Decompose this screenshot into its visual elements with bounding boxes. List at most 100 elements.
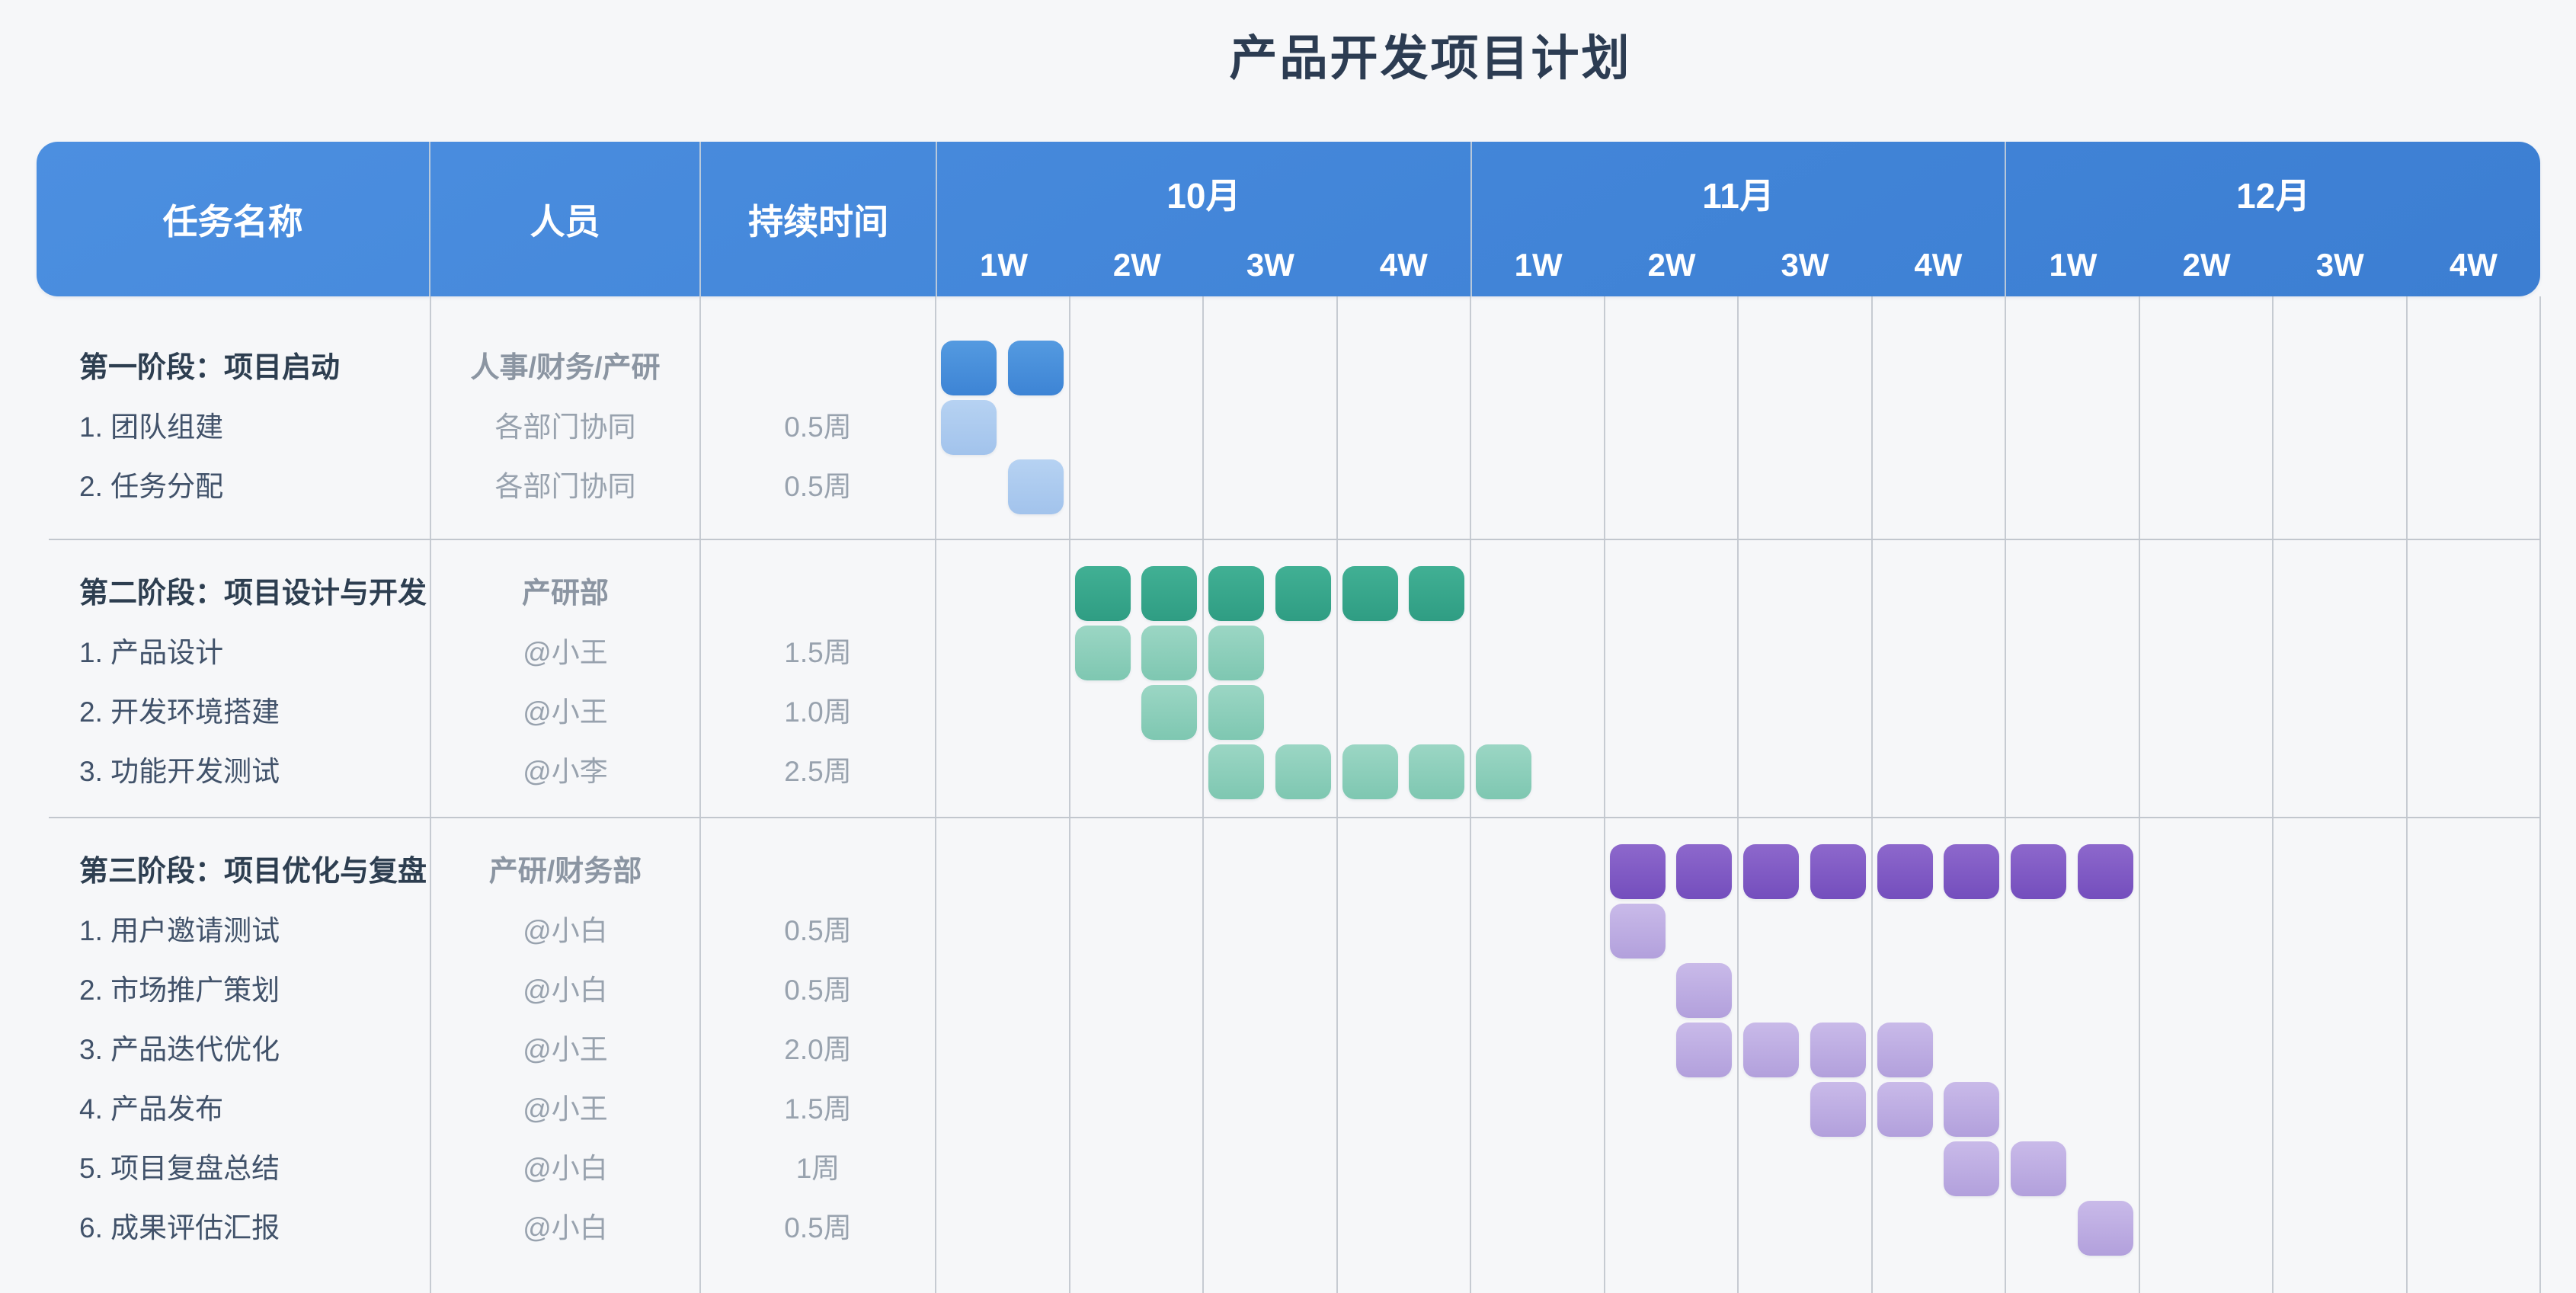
gantt-bar-segment[interactable] <box>1275 566 1331 621</box>
task-name: 4. 产品发布 <box>79 1093 224 1125</box>
duration-cell: 0.5周 <box>784 915 852 946</box>
week-row: 1W 2W 3W 4W <box>1472 233 2005 296</box>
task-name: 1. 团队组建 <box>79 411 224 443</box>
col-header-people-label: 人员 <box>530 201 600 242</box>
task-row: 6. 成果评估汇报 @小白 0.5周 <box>37 1199 2540 1258</box>
gantt-bar-segment[interactable] <box>1208 685 1264 740</box>
duration-cell: 1.5周 <box>784 637 852 668</box>
people-cell: 产研部 <box>521 578 609 610</box>
people-cell: @小王 <box>523 696 608 728</box>
col-header-people: 人员 <box>430 142 702 296</box>
gridline-vertical <box>1202 296 1204 1293</box>
gantt-bar-segment[interactable] <box>1610 844 1666 899</box>
duration-cell: 1周 <box>795 1153 840 1184</box>
gridline-vertical <box>1737 296 1739 1293</box>
gantt-bar-segment[interactable] <box>2078 844 2133 899</box>
gantt-bar-segment[interactable] <box>941 400 997 455</box>
people-cell: 各部门协同 <box>494 411 636 443</box>
gantt-bar-segment[interactable] <box>1008 341 1064 395</box>
gantt-bar-segment[interactable] <box>1676 963 1732 1018</box>
task-name: 3. 功能开发测试 <box>79 756 280 787</box>
people-cell: @小白 <box>523 915 608 946</box>
task-row: 2. 开发环境搭建 @小王 1.0周 <box>37 683 2540 742</box>
month-label: 11月 <box>1702 176 1774 216</box>
week-label: 2W <box>1647 246 1696 283</box>
gantt-bar-segment[interactable] <box>1409 566 1464 621</box>
week-label: 2W <box>1112 246 1161 283</box>
task-row: 1. 产品设计 @小王 1.5周 <box>37 623 2540 683</box>
gantt-bar-segment[interactable] <box>1409 744 1464 799</box>
gantt-bar-segment[interactable] <box>1676 1023 1732 1077</box>
gridline-vertical <box>2539 296 2541 1293</box>
gantt-bar-segment[interactable] <box>1944 1082 1999 1137</box>
week-label: 4W <box>1914 246 1963 283</box>
gridline-vertical <box>1336 296 1338 1293</box>
people-cell: @小王 <box>523 1034 608 1065</box>
gantt-bar-segment[interactable] <box>1877 1023 1933 1077</box>
duration-cell <box>700 338 936 398</box>
gantt-bar-segment[interactable] <box>1810 1023 1866 1077</box>
phase-row: 第二阶段：项目设计与开发 产研部 <box>37 564 2540 623</box>
week-label: 3W <box>2315 246 2364 283</box>
task-name: 2. 任务分配 <box>79 471 224 502</box>
gantt-bar-segment[interactable] <box>1075 566 1131 621</box>
gantt-bar-segment[interactable] <box>1141 685 1197 740</box>
task-row: 4. 产品发布 @小王 1.5周 <box>37 1080 2540 1139</box>
gantt-bar-segment[interactable] <box>2011 844 2066 899</box>
gantt-bar-segment[interactable] <box>1610 904 1666 959</box>
gantt-bar-segment[interactable] <box>1877 1082 1933 1137</box>
week-label: 1W <box>2049 246 2098 283</box>
week-label: 1W <box>980 246 1028 283</box>
gantt-bar-segment[interactable] <box>1141 626 1197 680</box>
gantt-bar-segment[interactable] <box>1810 844 1866 899</box>
gantt-bar-segment[interactable] <box>1208 626 1264 680</box>
month-label: 10月 <box>1166 176 1241 216</box>
phase-divider <box>49 817 2540 818</box>
duration-cell: 0.5周 <box>784 1212 852 1243</box>
gantt-bar-segment[interactable] <box>1944 1141 1999 1196</box>
phase-name: 第二阶段：项目设计与开发 <box>79 578 427 610</box>
week-label: 1W <box>1514 246 1563 283</box>
col-header-task-label: 任务名称 <box>162 201 303 242</box>
phase-name: 第三阶段：项目优化与复盘 <box>79 856 427 888</box>
gantt-bar-segment[interactable] <box>1810 1082 1866 1137</box>
table-body: 第一阶段：项目启动 人事/财务/产研 1. 团队组建 各部门协同 0.5周 2. 任务分配… <box>37 296 2541 1293</box>
task-name: 2. 开发环境搭建 <box>79 696 280 728</box>
gantt-bar-segment[interactable] <box>1743 1023 1799 1077</box>
gantt-bar-segment[interactable] <box>2011 1141 2066 1196</box>
duration-cell <box>700 842 936 901</box>
gantt-bar-segment[interactable] <box>1476 744 1531 799</box>
duration-cell: 2.0周 <box>784 1034 852 1065</box>
task-name: 6. 成果评估汇报 <box>79 1212 280 1243</box>
task-name: 1. 用户邀请测试 <box>79 915 280 946</box>
task-row: 1. 用户邀请测试 @小白 0.5周 <box>37 901 2540 961</box>
gantt-bar-segment[interactable] <box>1208 744 1264 799</box>
gridline-vertical <box>2272 296 2274 1293</box>
gantt-bar-segment[interactable] <box>1141 566 1197 621</box>
people-cell: @小王 <box>523 1093 608 1125</box>
week-label: 4W <box>2449 246 2498 283</box>
gantt-bar-segment[interactable] <box>1342 744 1398 799</box>
gantt-bar-segment[interactable] <box>1877 844 1933 899</box>
gantt-bar-segment[interactable] <box>2078 1201 2133 1256</box>
gantt-bar-segment[interactable] <box>1944 844 1999 899</box>
gantt-bar-segment[interactable] <box>1743 844 1799 899</box>
week-row: 1W 2W 3W 4W <box>2006 233 2540 296</box>
gantt-bar-segment[interactable] <box>1275 744 1331 799</box>
col-header-duration-label: 持续时间 <box>748 201 889 242</box>
people-cell: @小李 <box>523 756 608 787</box>
week-label: 3W <box>1781 246 1829 283</box>
phase-row: 第一阶段：项目启动 人事/财务/产研 <box>37 338 2540 398</box>
people-cell: @小白 <box>523 1153 608 1184</box>
task-name: 3. 产品迭代优化 <box>79 1034 280 1065</box>
gantt-bar-segment[interactable] <box>1008 459 1064 514</box>
gantt-bar-segment[interactable] <box>1676 844 1732 899</box>
gantt-bar-segment[interactable] <box>1208 566 1264 621</box>
week-row: 1W 2W 3W 4W <box>937 233 1470 296</box>
gantt-bar-segment[interactable] <box>1342 566 1398 621</box>
month-label: 12月 <box>2236 176 2311 216</box>
gridline-vertical <box>699 296 701 1293</box>
gantt-bar-segment[interactable] <box>1075 626 1131 680</box>
task-name: 5. 项目复盘总结 <box>79 1153 280 1184</box>
gantt-bar-segment[interactable] <box>941 341 997 395</box>
